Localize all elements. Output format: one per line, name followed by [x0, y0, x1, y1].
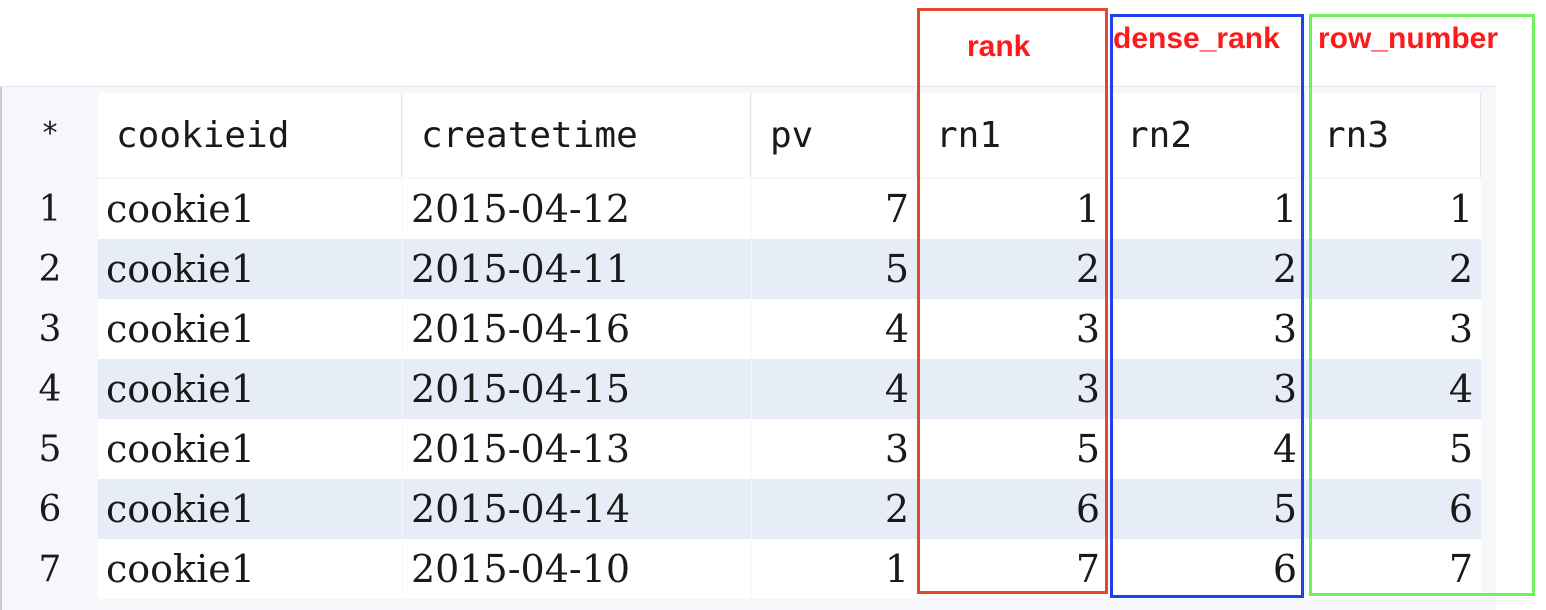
cell-createtime[interactable]: 2015-04-15	[403, 359, 751, 419]
result-grid: * cookieid createtime pv rn1 rn2 rn3 1 c…	[0, 86, 1496, 610]
dense-rank-annotation-label: dense_rank	[1113, 22, 1280, 55]
cell-rn3[interactable]: 7	[1306, 539, 1481, 599]
cell-cookieid[interactable]: cookie1	[98, 419, 402, 479]
cell-cookieid[interactable]: cookie1	[98, 239, 402, 299]
column-header-rn1[interactable]: rn1	[918, 93, 1108, 177]
cell-rn2[interactable]: 1	[1109, 179, 1305, 239]
column-header-pv[interactable]: pv	[752, 93, 917, 177]
cell-pv[interactable]: 4	[752, 299, 917, 359]
row-number[interactable]: 5	[38, 428, 62, 470]
cell-pv[interactable]: 1	[752, 539, 917, 599]
row-number[interactable]: 2	[38, 248, 62, 290]
row-number-annotation-label: row_number	[1318, 22, 1499, 55]
cell-createtime[interactable]: 2015-04-11	[403, 239, 751, 299]
cell-rn3[interactable]: 6	[1306, 479, 1481, 539]
cell-rn1[interactable]: 2	[918, 239, 1108, 299]
cell-rn1[interactable]: 3	[918, 359, 1108, 419]
cell-rn3[interactable]: 5	[1306, 419, 1481, 479]
cell-rn3[interactable]: 4	[1306, 359, 1481, 419]
row-number[interactable]: 7	[38, 548, 62, 590]
cell-rn1[interactable]: 6	[918, 479, 1108, 539]
cell-rn1[interactable]: 3	[918, 299, 1108, 359]
cell-rn2[interactable]: 5	[1109, 479, 1305, 539]
cell-rn3[interactable]: 1	[1306, 179, 1481, 239]
column-header-rn3[interactable]: rn3	[1306, 93, 1481, 177]
cell-pv[interactable]: 7	[752, 179, 917, 239]
cell-createtime[interactable]: 2015-04-13	[403, 419, 751, 479]
cell-cookieid[interactable]: cookie1	[98, 359, 402, 419]
cell-rn2[interactable]: 6	[1109, 539, 1305, 599]
grid-left-border	[0, 87, 2, 610]
cell-rn3[interactable]: 2	[1306, 239, 1481, 299]
cell-cookieid[interactable]: cookie1	[98, 179, 402, 239]
column-header-rn2[interactable]: rn2	[1109, 93, 1305, 177]
select-all-corner[interactable]: *	[40, 115, 60, 151]
cell-rn1[interactable]: 5	[918, 419, 1108, 479]
row-number[interactable]: 4	[38, 368, 62, 410]
row-number[interactable]: 1	[38, 188, 62, 230]
cell-rn2[interactable]: 4	[1109, 419, 1305, 479]
cell-rn2[interactable]: 3	[1109, 359, 1305, 419]
cell-pv[interactable]: 2	[752, 479, 917, 539]
column-header-createtime[interactable]: createtime	[403, 93, 751, 177]
cell-createtime[interactable]: 2015-04-16	[403, 299, 751, 359]
cell-cookieid[interactable]: cookie1	[98, 539, 402, 599]
cell-rn2[interactable]: 2	[1109, 239, 1305, 299]
cell-rn1[interactable]: 1	[918, 179, 1108, 239]
cell-createtime[interactable]: 2015-04-12	[403, 179, 751, 239]
cell-cookieid[interactable]: cookie1	[98, 479, 402, 539]
cell-createtime[interactable]: 2015-04-10	[403, 539, 751, 599]
cell-pv[interactable]: 3	[752, 419, 917, 479]
cell-createtime[interactable]: 2015-04-14	[403, 479, 751, 539]
cell-pv[interactable]: 5	[752, 239, 917, 299]
row-number[interactable]: 6	[38, 488, 62, 530]
cell-cookieid[interactable]: cookie1	[98, 299, 402, 359]
row-number[interactable]: 3	[38, 308, 62, 350]
column-header-cookieid[interactable]: cookieid	[98, 93, 402, 177]
cell-rn3[interactable]: 3	[1306, 299, 1481, 359]
cell-rn1[interactable]: 7	[918, 539, 1108, 599]
rank-annotation-label: rank	[967, 30, 1031, 63]
cell-rn2[interactable]: 3	[1109, 299, 1305, 359]
cell-pv[interactable]: 4	[752, 359, 917, 419]
